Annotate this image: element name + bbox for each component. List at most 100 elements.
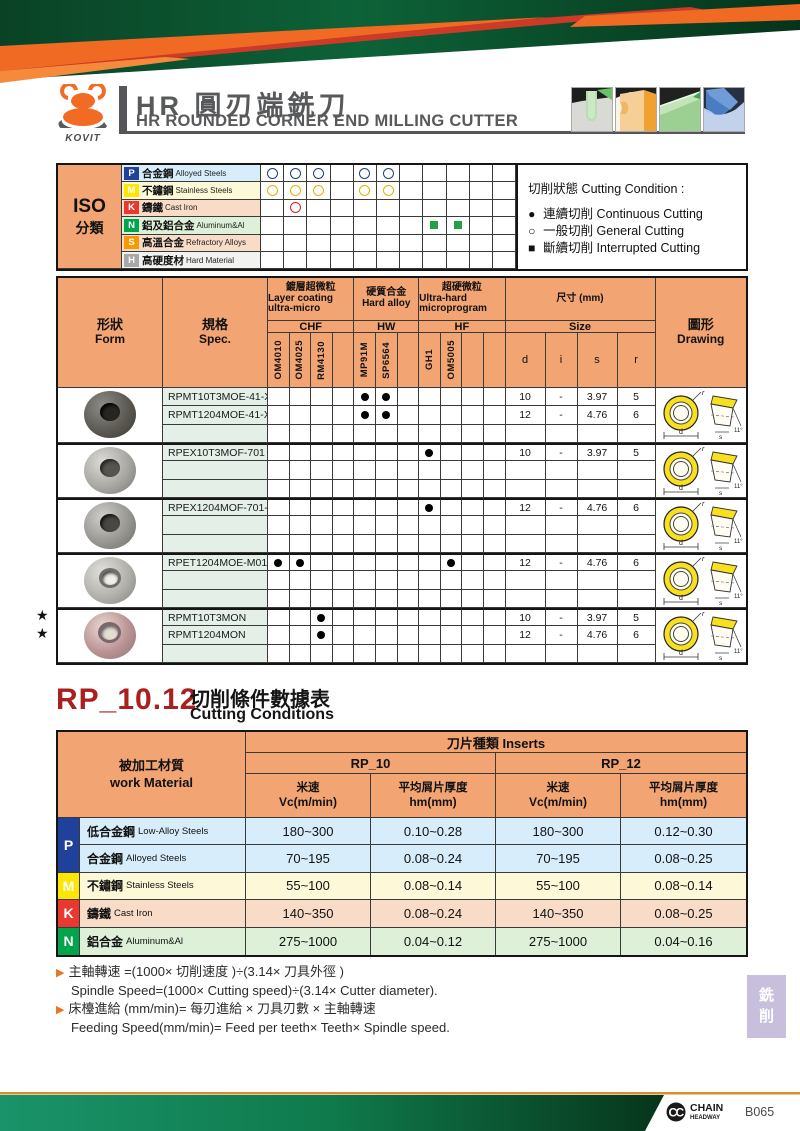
grade-mark-cell	[311, 589, 333, 608]
grade-mark-cell	[483, 552, 506, 572]
grade-mark-cell	[311, 626, 333, 645]
size-value-cell: 12	[505, 626, 546, 645]
svg-text:d: d	[679, 595, 683, 602]
grade-mark-cell	[462, 406, 484, 425]
iso-mark-cell	[492, 251, 517, 270]
milling-section-tab: 銑削	[747, 975, 786, 1038]
size-value-cell: 5	[617, 442, 656, 462]
grade-mark-cell	[397, 497, 420, 517]
grade-mark-cell	[397, 442, 420, 462]
spec-cell	[163, 516, 268, 535]
iso-mark-cell	[284, 165, 308, 183]
grade-mark-cell	[440, 626, 463, 645]
grade-mark-cell	[462, 552, 484, 572]
grade-mark-cell	[483, 534, 506, 553]
grade-mark-cell	[397, 534, 420, 553]
insert-photo-cell	[58, 552, 163, 608]
cutting-value-cell: 140~350	[246, 900, 371, 928]
iso-material-row: S 高溫合金 Refractory Alloys	[122, 234, 261, 252]
size-value-cell: 4.76	[577, 552, 618, 572]
iso-letter-badge: K	[124, 201, 139, 215]
material-name-cell: 不鏽鋼 Stainless Steels	[80, 872, 246, 901]
iso-mark-cell	[400, 234, 424, 252]
iso-mark-cell	[261, 182, 285, 200]
spec-cell	[163, 461, 268, 480]
iso-mark-cell	[261, 199, 285, 218]
grade-mark-cell	[440, 534, 463, 553]
grade-mark-cell	[289, 552, 312, 572]
iso-letter-badge: N	[124, 218, 139, 232]
spec-cell	[163, 571, 268, 590]
iso-mark-cell	[353, 234, 377, 252]
top-banner-graphic	[0, 0, 800, 83]
general-cutting-mark	[382, 167, 394, 179]
material-name-zh: 鋁合金	[87, 934, 124, 949]
iso-mark-cell	[353, 199, 377, 218]
grade-mark-cell	[311, 571, 333, 590]
grade-mark-cell	[311, 424, 333, 443]
vc-header: 米速 Vc(m/min)	[496, 774, 621, 818]
grade-col-blank	[483, 333, 506, 388]
code-hf: HF	[419, 321, 506, 333]
svg-text:C: C	[669, 1106, 678, 1120]
hm-header: 平均屑片厚度 hm(mm)	[371, 774, 496, 818]
iso-mark-cell	[423, 234, 447, 252]
size-value-cell: 10	[505, 388, 546, 407]
iso-mark-cell	[307, 251, 331, 270]
grade-mark-cell	[462, 497, 484, 517]
work-material-header: 被加工材質 work Material	[58, 732, 246, 818]
insert-photo	[84, 447, 136, 495]
grade-mark-cell	[354, 479, 376, 498]
iso-mark-cell	[307, 199, 331, 218]
drawing-header: 圖形 Drawing	[655, 278, 746, 388]
iso-material-zh: 高溫合金	[142, 237, 184, 250]
spec-cell: RPMT10T3MON	[163, 607, 268, 627]
grade-mark-cell	[419, 461, 441, 480]
grade-mark-cell	[354, 461, 376, 480]
iso-mark-cell	[330, 165, 354, 183]
grade-mark-cell	[375, 534, 398, 553]
coating-group-hf: 超硬微粒 Ultra-hard microprogram	[419, 278, 506, 321]
iso-mark-cell	[400, 251, 424, 270]
grade-mark-cell	[375, 497, 398, 517]
iso-letter-badge: H	[124, 253, 139, 267]
grade-mark-cell	[397, 406, 420, 425]
grade-mark-cell	[354, 534, 376, 553]
cutting-condition-legend: 切削狀態 Cutting Condition : ● 連續切削 Continuou…	[516, 165, 746, 270]
grade-mark-cell	[483, 607, 506, 627]
drawing-cell: r d 11° s	[655, 607, 746, 663]
svg-text:11°: 11°	[734, 428, 743, 434]
grade-mark-cell	[375, 516, 398, 535]
grade-mark-cell	[375, 589, 398, 608]
grade-mark-cell	[289, 479, 312, 498]
grade-mark-cell	[332, 424, 355, 443]
iso-material-zh: 不鏽鋼	[142, 185, 174, 198]
spec-cell: RPET1204MOE-M01	[163, 552, 268, 572]
cutting-value-cell: 0.08~0.14	[621, 872, 746, 901]
spec-cell	[163, 644, 268, 663]
grade-mark-cell	[311, 479, 333, 498]
iso-material-en: Aluminum&Al	[196, 220, 245, 230]
general-cutting-mark	[312, 167, 324, 179]
grade-col-sp6564: SP6564	[375, 333, 398, 388]
rp12-header: RP_12	[496, 753, 746, 774]
spec-header: 規格 Spec.	[163, 278, 268, 388]
grade-mark-cell	[397, 388, 420, 407]
insert-photo	[84, 391, 136, 439]
insert-drawing: r d 11° s	[663, 390, 743, 441]
grade-mark-cell	[419, 571, 441, 590]
iso-mark-cell	[330, 217, 354, 235]
svg-text:11°: 11°	[734, 594, 743, 600]
material-name-cell: 鋁合金 Aluminum&Al	[80, 927, 246, 955]
grade-mark-cell	[397, 607, 420, 627]
insert-photo-cell	[58, 388, 163, 443]
svg-text:s: s	[719, 600, 723, 607]
grade-mark-cell	[268, 406, 290, 425]
grade-mark-cell	[354, 442, 376, 462]
grade-mark-cell	[375, 552, 398, 572]
iso-mark-cell	[284, 217, 308, 235]
grade-mark-cell	[268, 497, 290, 517]
grade-mark-cell	[332, 406, 355, 425]
iso-mark-cell	[353, 251, 377, 270]
